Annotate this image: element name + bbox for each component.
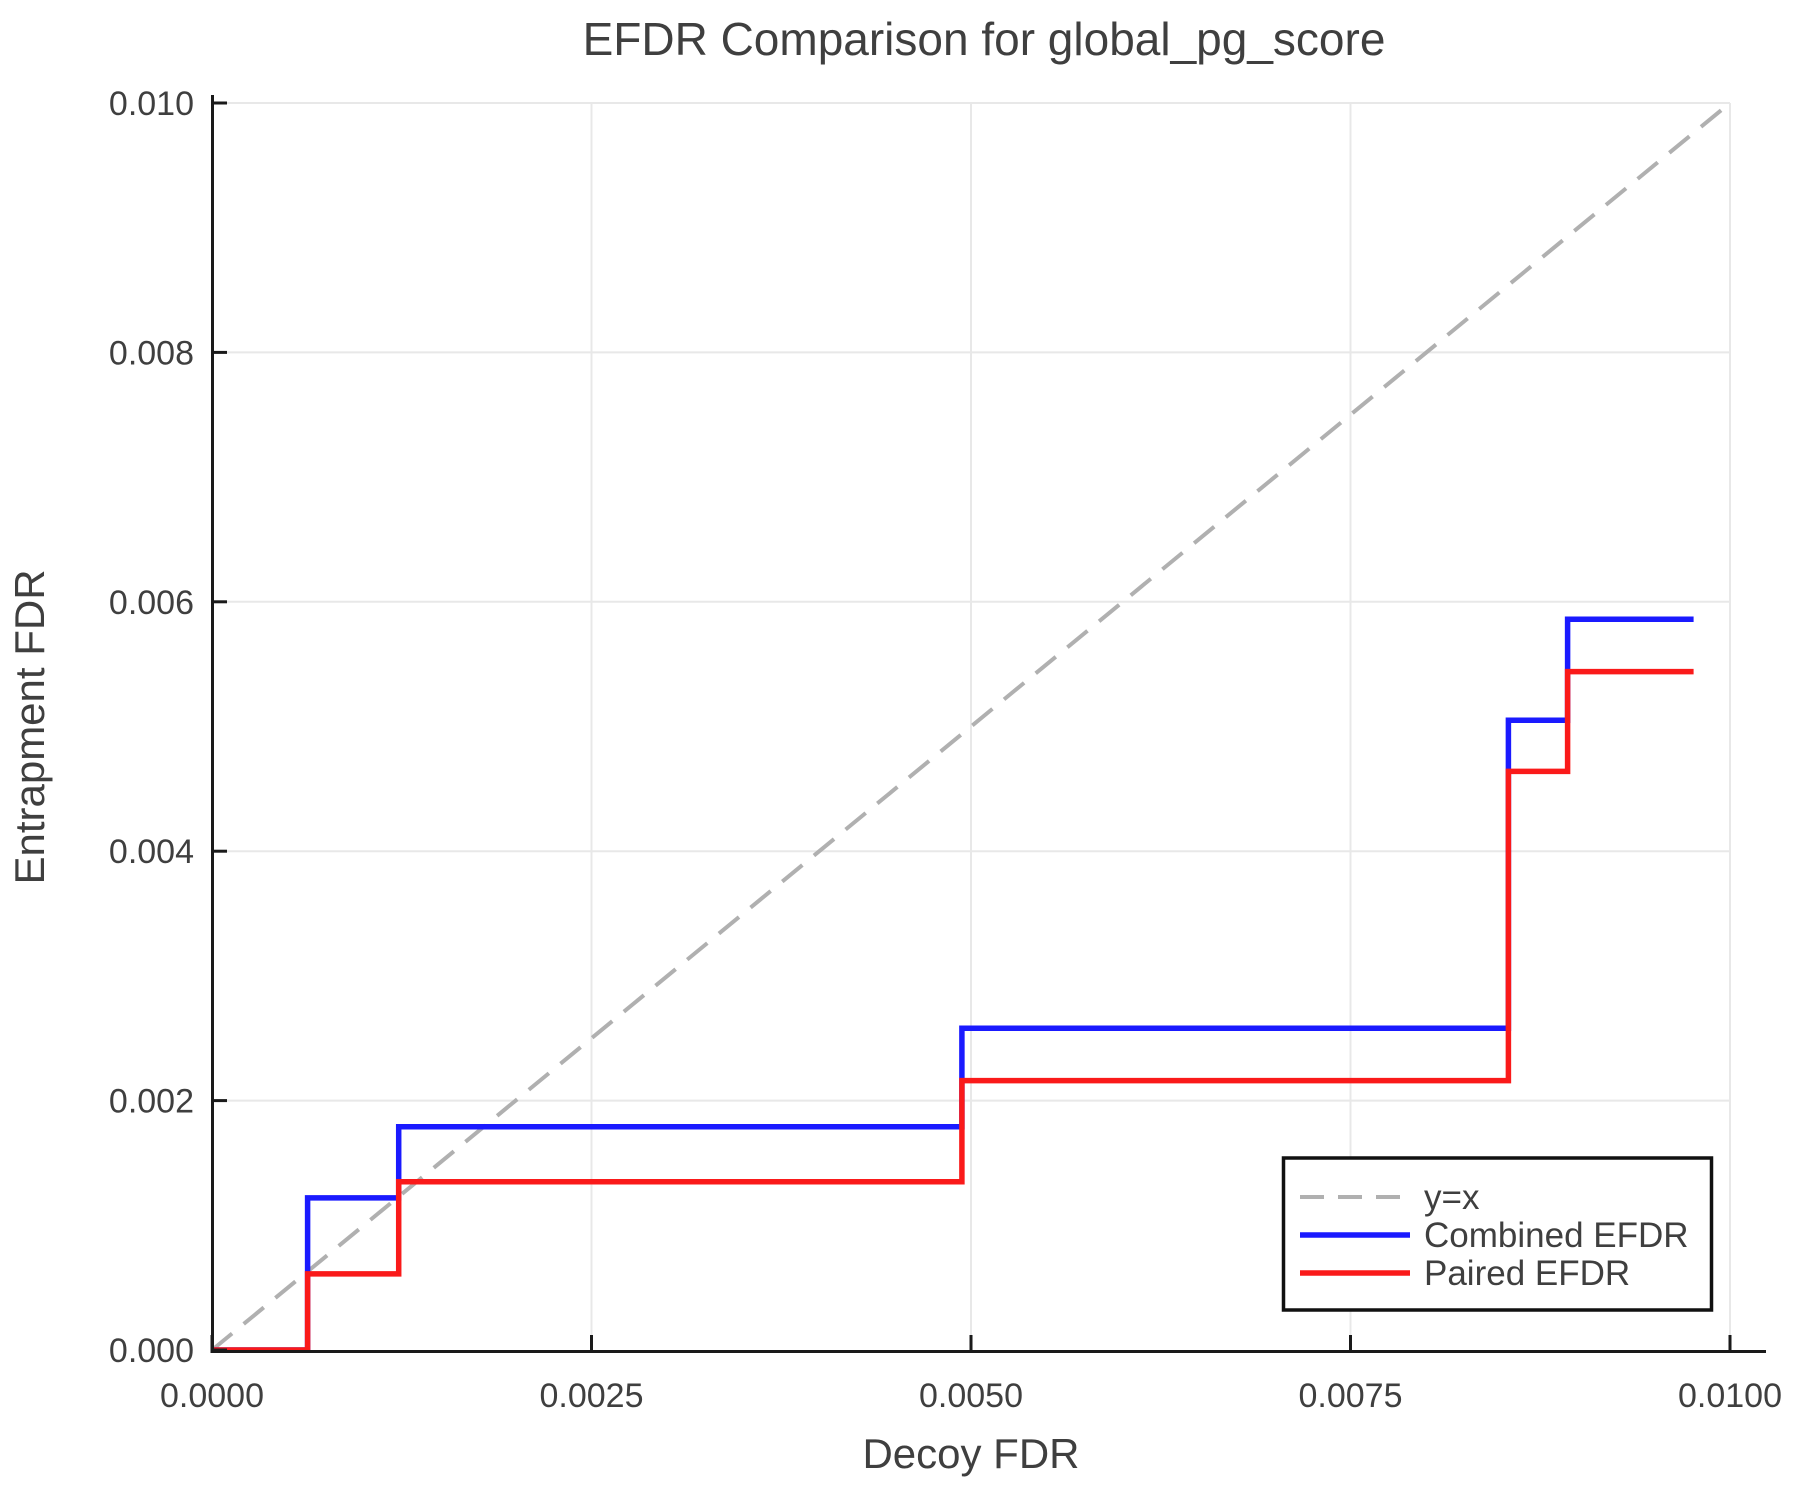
legend-entry-label: Paired EFDR	[1424, 1254, 1630, 1293]
y-tick-label: 0.006	[109, 584, 194, 622]
chart-title: EFDR Comparison for global_pg_score	[583, 13, 1386, 65]
x-tick-label: 0.0100	[1678, 1377, 1782, 1415]
paired-efdr-line	[212, 668, 1694, 1353]
x-axis-label: Decoy FDR	[862, 1430, 1079, 1477]
grid-layer	[212, 102, 1731, 1350]
x-tick-label: 0.0075	[1299, 1377, 1403, 1415]
y-tick-label: 0.010	[109, 85, 194, 123]
y-tick-label: 0.004	[109, 833, 194, 871]
axes-layer: 0.0000 0.0025 0.0050 0.0075 0.0100 0.000 0.002…	[109, 85, 1782, 1415]
legend-entry-label: y=x	[1424, 1178, 1480, 1217]
x-tick-label: 0.0050	[919, 1377, 1023, 1415]
legend-entry-label: Combined EFDR	[1424, 1216, 1689, 1255]
x-tick-label: 0.0025	[540, 1377, 644, 1415]
y-axis-label: Entrapment FDR	[6, 569, 53, 884]
x-tick-label: 0.0000	[160, 1377, 264, 1415]
series-layer	[210, 101, 1732, 1353]
y-tick-label: 0.002	[109, 1083, 194, 1121]
y-tick-label: 0.008	[109, 334, 194, 372]
y-tick-label: 0.000	[109, 1332, 194, 1370]
